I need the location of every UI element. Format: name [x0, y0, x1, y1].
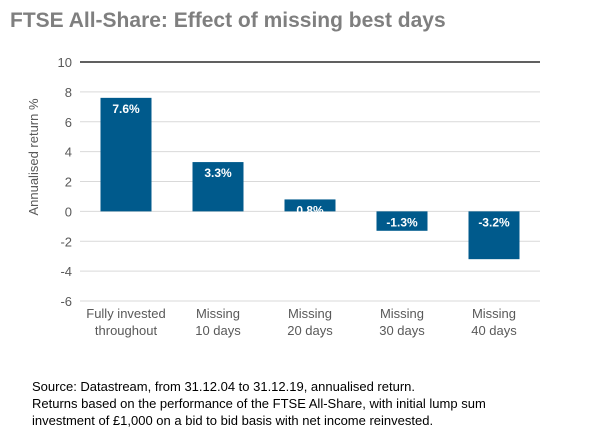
data-label: -1.3% [386, 215, 418, 229]
y-tick-label: 6 [65, 115, 72, 130]
y-tick-label: 4 [65, 145, 72, 160]
data-label: 7.6% [112, 102, 140, 116]
x-category-label: 40 days [471, 323, 517, 338]
y-tick-label: -2 [60, 234, 72, 249]
data-label: 3.3% [204, 166, 232, 180]
bar [100, 97, 152, 212]
y-axis-title: Annualised return % [26, 98, 41, 216]
chart-title: FTSE All-Share: Effect of missing best d… [10, 9, 446, 32]
data-label: -3.2% [478, 215, 510, 229]
bar [376, 211, 428, 231]
x-category-label: 30 days [379, 323, 425, 338]
y-tick-label: 0 [65, 204, 72, 219]
y-tick-label: 10 [58, 55, 72, 70]
source-line: Returns based on the performance of the … [32, 396, 486, 411]
source-line: Source: Datastream, from 31.12.04 to 31.… [32, 379, 416, 394]
x-category-label: Fully invested [86, 306, 165, 321]
y-tick-label: 8 [65, 85, 72, 100]
x-category-label: Missing [288, 306, 332, 321]
x-category-label: Missing [380, 306, 424, 321]
bar-chart: -6 -4 -2 0 2 4 6 8 10 Annualised return % 7.6% Full… [26, 55, 540, 338]
data-label: 0.8% [296, 203, 324, 217]
y-tick-label: 2 [65, 175, 72, 190]
source-note: Source: Datastream, from 31.12.04 to 31.… [32, 378, 486, 429]
y-tick-label: -4 [60, 264, 72, 279]
x-category-label: throughout [95, 323, 158, 338]
y-tick-label: -6 [60, 294, 72, 309]
source-line: investment of £1,000 on a bid to bid bas… [32, 413, 434, 428]
bar [192, 162, 244, 212]
x-category-label: 10 days [195, 323, 241, 338]
x-category-label: Missing [196, 306, 240, 321]
x-category-label: Missing [472, 306, 516, 321]
bar [284, 199, 336, 212]
bar [468, 211, 520, 260]
x-category-label: 20 days [287, 323, 333, 338]
